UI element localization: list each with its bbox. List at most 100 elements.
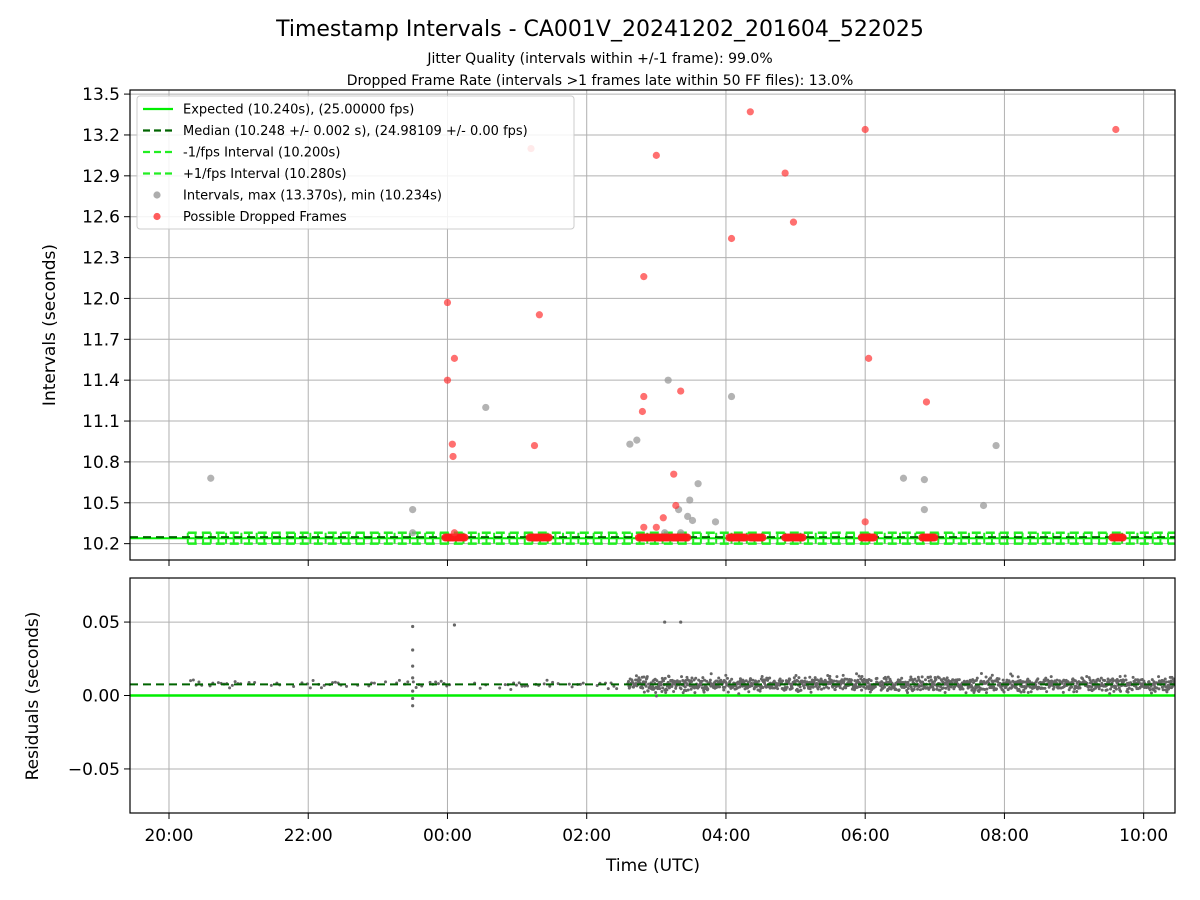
residual-point — [1019, 690, 1023, 694]
residual-point — [1127, 686, 1131, 690]
residual-point — [642, 690, 646, 694]
residual-outlier-point — [411, 648, 415, 652]
residual-point — [1165, 680, 1169, 684]
top-y-tick-label: 13.5 — [82, 85, 120, 105]
residual-point — [567, 682, 571, 686]
residual-point — [811, 685, 815, 689]
residual-point — [785, 685, 789, 689]
dropped-frame-point — [670, 470, 678, 478]
residual-point — [989, 676, 993, 680]
residual-point — [663, 676, 667, 680]
residual-point — [1050, 679, 1054, 683]
residual-point — [1114, 687, 1118, 691]
residual-point — [694, 676, 698, 680]
legend-entry: Expected (10.240s), (25.00000 fps) — [143, 103, 414, 118]
residual-point — [883, 685, 887, 689]
x-tick-label: 00:00 — [423, 826, 472, 846]
x-tick-label: 04:00 — [701, 826, 750, 846]
interval-point — [992, 441, 1000, 450]
residual-point — [985, 687, 989, 691]
legend-entry: Intervals, max (13.370s), min (10.234s) — [153, 189, 442, 204]
interval-point — [920, 476, 928, 484]
residual-point — [776, 687, 780, 691]
residual-point — [1043, 679, 1047, 683]
residual-point — [700, 679, 704, 683]
residual-point — [517, 681, 521, 685]
residual-point — [945, 676, 949, 680]
residual-point — [1091, 678, 1095, 682]
residual-point — [819, 687, 823, 691]
residual-point — [860, 688, 864, 692]
dropped-frame-point — [672, 501, 680, 510]
residual-point — [1152, 682, 1156, 686]
legend-box — [136, 95, 575, 230]
residual-point — [670, 685, 674, 689]
residual-point — [1157, 687, 1161, 691]
residual-point — [792, 676, 796, 680]
residual-point — [548, 684, 552, 688]
residual-point — [1172, 677, 1175, 681]
residual-point — [884, 677, 888, 681]
residual-point — [994, 687, 998, 691]
residual-point — [308, 686, 312, 690]
residual-point — [723, 685, 727, 689]
dropped-frame-cluster-point — [460, 533, 469, 542]
top-data-layer — [130, 108, 1175, 545]
residual-point — [885, 680, 889, 684]
top-y-tick-label: 13.2 — [82, 126, 120, 146]
residual-point — [758, 689, 762, 693]
residual-point — [1073, 679, 1077, 683]
residual-point — [666, 680, 670, 684]
dropped-frame-point — [922, 398, 931, 406]
residual-outlier-point — [411, 664, 415, 668]
x-tick-label: 22:00 — [284, 826, 333, 846]
interval-point — [482, 403, 490, 412]
residual-point — [1016, 675, 1020, 679]
dropped-frame-point — [640, 273, 648, 281]
residual-point — [1044, 676, 1048, 680]
residual-point — [1061, 690, 1065, 694]
residual-point — [854, 681, 858, 685]
residual-point — [751, 678, 755, 682]
dropped-frame-cluster-point — [544, 533, 553, 542]
residual-point — [411, 680, 415, 684]
residual-point — [1142, 679, 1146, 683]
residual-outlier-point — [411, 696, 415, 701]
residual-point — [197, 680, 201, 684]
residual-point — [1045, 690, 1049, 694]
residual-point — [1169, 679, 1173, 683]
residual-point — [655, 679, 659, 683]
bottom-y-tick-label: −0.05 — [68, 760, 120, 780]
residual-point — [866, 681, 870, 685]
residual-point — [509, 688, 513, 692]
jitter-quality-subtitle: Jitter Quality (intervals within +/-1 fr… — [426, 51, 772, 67]
residual-point — [781, 679, 785, 683]
residual-point — [903, 680, 907, 684]
residual-point — [230, 683, 234, 687]
residual-point — [665, 688, 669, 692]
x-tick-label: 20:00 — [144, 826, 193, 846]
residual-point — [916, 675, 920, 679]
residual-point — [672, 690, 676, 694]
residual-point — [1110, 685, 1114, 689]
residual-point — [730, 677, 734, 681]
residual-point — [936, 684, 940, 688]
residual-point — [906, 691, 910, 695]
residual-outlier-point — [411, 689, 415, 693]
residual-point — [850, 678, 854, 682]
residual-point — [1043, 686, 1047, 690]
residual-point — [637, 676, 641, 680]
interval-point — [711, 518, 720, 526]
residual-point — [1018, 679, 1022, 683]
residual-point — [686, 688, 690, 692]
residual-point — [478, 686, 482, 690]
residual-point — [817, 685, 821, 689]
interval-point — [409, 529, 417, 537]
legend-label: Median (10.248 +/- 0.002 s), (24.98109 +… — [183, 124, 528, 139]
residual-point — [661, 686, 665, 690]
dropped-frame-point — [659, 514, 667, 522]
top-axes-frame — [129, 89, 1176, 561]
residual-outlier-point — [411, 704, 415, 708]
residual-point — [906, 687, 910, 691]
